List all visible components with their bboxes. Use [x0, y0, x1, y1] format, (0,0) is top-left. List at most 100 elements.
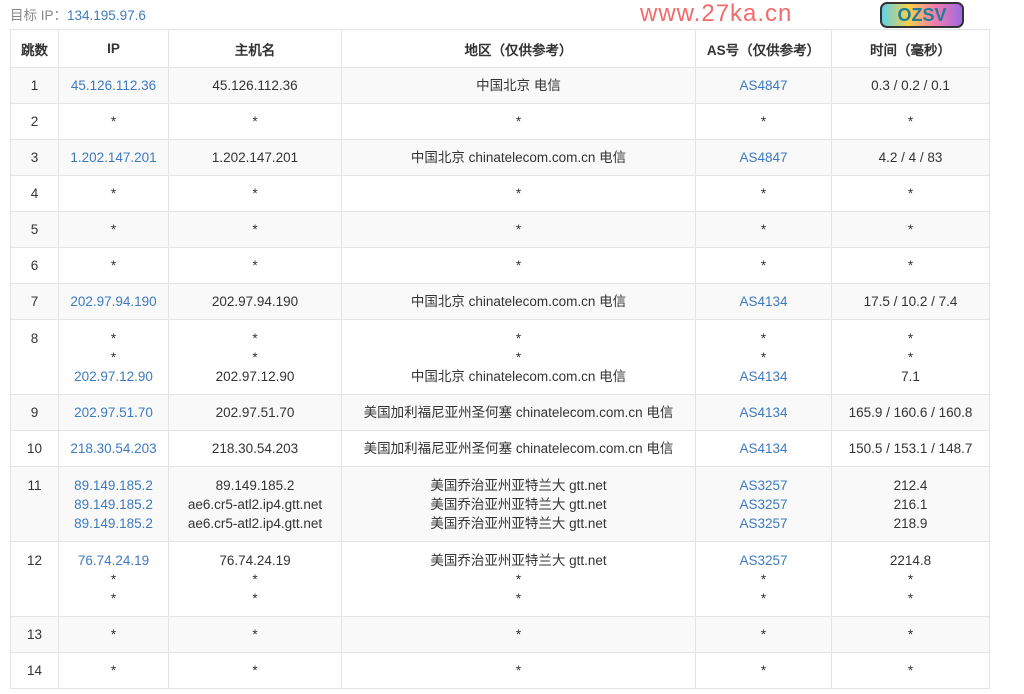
table-row: 5 * * * * *	[10, 211, 990, 248]
ip-cell: 76.74.24.19 * *	[58, 541, 169, 617]
ip-cell: 218.30.54.203	[58, 430, 169, 467]
as-link[interactable]: AS3257	[739, 478, 788, 493]
time-value: 17.5 / 10.2 / 7.4	[863, 294, 958, 309]
region-value: 美国乔治亚州亚特兰大 gtt.net	[430, 497, 607, 512]
as-cell: *	[695, 652, 832, 689]
host-value: *	[252, 222, 258, 237]
host-cell: 218.30.54.203	[168, 430, 342, 467]
time-cell: 17.5 / 10.2 / 7.4	[831, 283, 990, 320]
time-value: 7.1	[901, 369, 920, 384]
time-value: 0.3 / 0.2 / 0.1	[871, 78, 950, 93]
as-value: *	[760, 258, 767, 273]
host-cell: *	[168, 211, 342, 248]
time-cell: *	[831, 211, 990, 248]
region-value: 美国加利福尼亚州圣何塞 chinatelecom.com.cn 电信	[363, 405, 674, 420]
host-value: 89.149.185.2	[215, 478, 295, 493]
host-value: *	[252, 258, 258, 273]
host-value: 202.97.51.70	[215, 405, 295, 420]
ip-value: *	[110, 114, 117, 129]
table-row: 8 * * 202.97.12.90 * * 202.97.12.90 * * 中国北京 chin…	[10, 319, 990, 395]
ip-link[interactable]: 89.149.185.2	[74, 478, 153, 493]
region-value: 美国乔治亚州亚特兰大 gtt.net	[430, 516, 607, 531]
region-value: *	[515, 186, 522, 201]
time-value: 218.9	[893, 516, 928, 531]
ip-link[interactable]: 202.97.51.70	[74, 405, 153, 420]
ip-link[interactable]: 218.30.54.203	[70, 441, 157, 456]
region-cell: * * 中国北京 chinatelecom.com.cn 电信	[341, 319, 696, 395]
host-value: 76.74.24.19	[219, 553, 291, 568]
hop-number: 13	[10, 616, 59, 653]
as-cell: AS3257 AS3257 AS3257	[695, 466, 832, 542]
hop-number: 2	[10, 103, 59, 140]
host-cell: *	[168, 652, 342, 689]
table-row: 2 * * * * *	[10, 103, 990, 140]
ip-link[interactable]: 202.97.94.190	[70, 294, 157, 309]
as-link[interactable]: AS3257	[739, 516, 788, 531]
table-row: 11 89.149.185.2 89.149.185.2 89.149.185.2 89…	[10, 466, 990, 542]
time-cell: 2214.8 * *	[831, 541, 990, 617]
region-value: *	[515, 222, 522, 237]
time-cell: *	[831, 103, 990, 140]
ip-cell: 45.126.112.36	[58, 67, 169, 104]
as-value: *	[760, 114, 767, 129]
as-link[interactable]: AS4134	[739, 405, 788, 420]
ip-link[interactable]: 89.149.185.2	[74, 497, 153, 512]
host-value: 202.97.12.90	[215, 369, 295, 384]
host-value: *	[252, 591, 258, 606]
hop-number: 6	[10, 247, 59, 284]
region-value: 中国北京 chinatelecom.com.cn 电信	[410, 369, 627, 384]
time-cell: 212.4 216.1 218.9	[831, 466, 990, 542]
ip-value: *	[110, 258, 117, 273]
as-link[interactable]: AS4134	[739, 441, 788, 456]
ip-link[interactable]: 45.126.112.36	[70, 78, 157, 93]
hop-number: 8	[10, 319, 59, 395]
time-cell: *	[831, 652, 990, 689]
hop-number: 14	[10, 652, 59, 689]
host-cell: 1.202.147.201	[168, 139, 342, 176]
region-cell: *	[341, 211, 696, 248]
as-cell: * * AS4134	[695, 319, 832, 395]
as-link[interactable]: AS4847	[739, 150, 788, 165]
region-value: *	[515, 258, 522, 273]
region-value: *	[515, 350, 522, 365]
table-row: 12 76.74.24.19 * * 76.74.24.19 * * 美国乔治亚州亚特兰大 g…	[10, 541, 990, 617]
watermark: www.27ka.cn	[640, 0, 793, 27]
ip-cell: *	[58, 175, 169, 212]
host-cell: *	[168, 103, 342, 140]
region-value: 美国加利福尼亚州圣何塞 chinatelecom.com.cn 电信	[363, 441, 674, 456]
time-cell: 0.3 / 0.2 / 0.1	[831, 67, 990, 104]
hop-number: 10	[10, 430, 59, 467]
region-value: *	[515, 591, 522, 606]
region-value: 中国北京 电信	[476, 78, 561, 93]
region-value: *	[515, 572, 522, 587]
host-cell: *	[168, 175, 342, 212]
host-value: *	[252, 663, 258, 678]
ip-link[interactable]: 76.74.24.19	[77, 553, 150, 568]
table-row: 13 * * * * *	[10, 616, 990, 653]
as-link[interactable]: AS4847	[739, 78, 788, 93]
ip-link[interactable]: 89.149.185.2	[74, 516, 153, 531]
time-value: *	[907, 591, 914, 606]
as-cell: *	[695, 103, 832, 140]
as-value: *	[760, 350, 767, 365]
ip-link[interactable]: 1.202.147.201	[70, 150, 157, 165]
ip-value: *	[110, 186, 117, 201]
host-value: ae6.cr5-atl2.ip4.gtt.net	[187, 516, 323, 531]
time-value: *	[907, 663, 914, 678]
as-link[interactable]: AS3257	[739, 497, 788, 512]
table-row: 3 1.202.147.201 1.202.147.201 中国北京 chinatel…	[10, 139, 990, 176]
host-value: *	[252, 186, 258, 201]
as-link[interactable]: AS4134	[739, 369, 788, 384]
as-link[interactable]: AS4134	[739, 294, 788, 309]
as-cell: AS4134	[695, 430, 832, 467]
ip-link[interactable]: 202.97.12.90	[74, 369, 153, 384]
as-link[interactable]: AS3257	[739, 553, 788, 568]
as-cell: AS4847	[695, 67, 832, 104]
region-cell: *	[341, 616, 696, 653]
col-as: AS号（仅供参考）	[695, 29, 832, 68]
target-ip-link[interactable]: 134.195.97.6	[67, 8, 146, 23]
as-cell: *	[695, 247, 832, 284]
host-value: *	[252, 350, 258, 365]
hop-number: 9	[10, 394, 59, 431]
host-value: 45.126.112.36	[212, 78, 298, 93]
